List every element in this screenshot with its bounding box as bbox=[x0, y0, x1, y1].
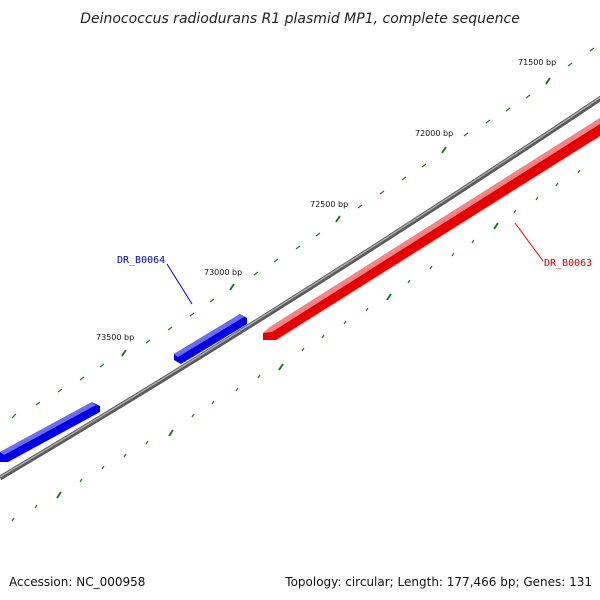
gene-label-dr-b0064[interactable]: DR_B0064 bbox=[117, 255, 165, 266]
tick-label-73500: 73500 bp bbox=[96, 333, 134, 342]
gene-dr-b0064[interactable] bbox=[0, 314, 247, 462]
gene-dr-b0063[interactable] bbox=[263, 118, 600, 340]
inner-minor-ticks bbox=[11, 169, 581, 522]
plasmid-backbone bbox=[0, 95, 600, 481]
callout-line-dr-b0064 bbox=[166, 263, 193, 305]
outer-major-ticks bbox=[121, 77, 551, 357]
outer-minor-ticks bbox=[11, 47, 595, 419]
map-title: Deinococcus radiodurans R1 plasmid MP1, … bbox=[80, 11, 520, 27]
tick-label-72000: 72000 bp bbox=[415, 129, 453, 138]
inner-major-ticks bbox=[56, 222, 499, 499]
sequence-summary-text: Topology: circular; Length: 177,466 bp; … bbox=[284, 575, 592, 589]
callout-line-dr-b0063 bbox=[514, 222, 544, 262]
gene-label-dr-b0063[interactable]: DR_B0063 bbox=[544, 258, 592, 269]
accession-text: Accession: NC_000958 bbox=[9, 575, 145, 589]
tick-label-73000: 73000 bp bbox=[204, 268, 242, 277]
tick-label-72500: 72500 bp bbox=[310, 200, 348, 209]
tick-label-71500: 71500 bp bbox=[518, 58, 556, 67]
